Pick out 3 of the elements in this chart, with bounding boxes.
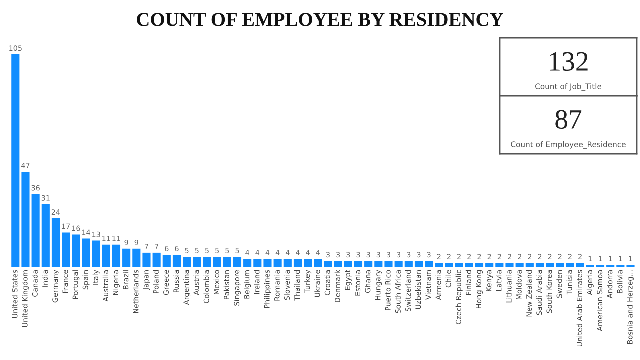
annotation: 132 (550, 52, 588, 72)
chart-title: COUNT OF EMPLOYEE BY RESIDENCY (137, 13, 504, 26)
annotation: 87 (556, 110, 582, 130)
